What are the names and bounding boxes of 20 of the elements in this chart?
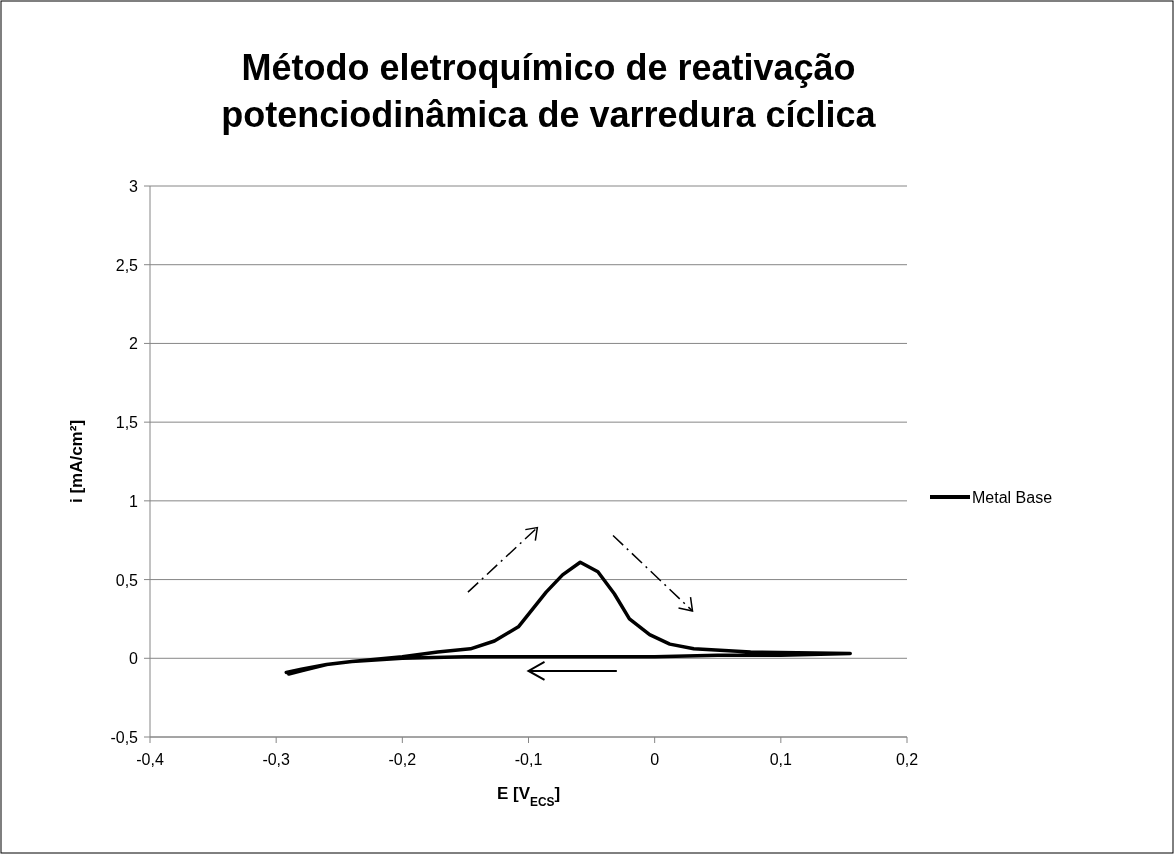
y-tick-label: 1,5 [115, 414, 139, 432]
x-tick-label: 0,2 [895, 751, 919, 768]
y-tick-label: 0,5 [115, 571, 139, 589]
x-axis-title: E [V$_{ECS}$] [496, 784, 561, 809]
y-tick-label: 2 [129, 335, 139, 353]
x-tick-label: -0,2 [388, 751, 417, 768]
x-tick-label: 0 [650, 751, 660, 768]
y-axis-title: i [mA/cm²] [67, 419, 86, 504]
y-tick-label: 2,5 [115, 256, 139, 274]
x-tick-label: 0,1 [769, 751, 793, 768]
chart-title: Método eletroquímico de reativação potenciodinâmica de varredura cíclica [221, 47, 877, 135]
y-tick-label: 3 [129, 178, 139, 195]
line-series [284, 560, 852, 676]
legend-label: Metal Base [972, 489, 1053, 506]
y-tick-label: 0 [129, 650, 139, 668]
x-tick-label: -0,4 [136, 751, 164, 768]
x-tick-label: -0,1 [514, 751, 543, 768]
y-tick-label: 1 [129, 492, 139, 510]
y-tick-label: -0,5 [110, 729, 139, 746]
x-tick-label: -0,3 [262, 751, 291, 768]
